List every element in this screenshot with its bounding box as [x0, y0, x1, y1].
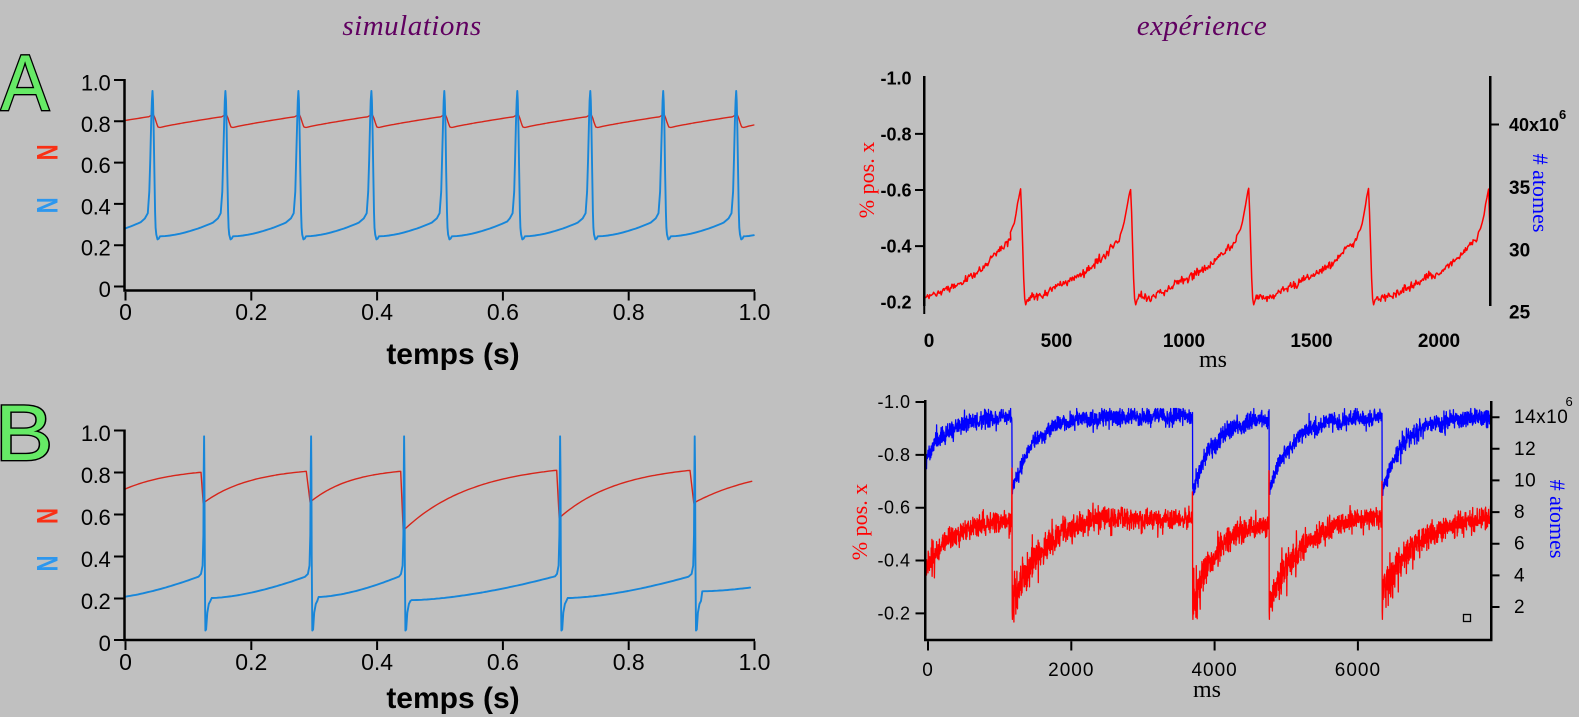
svg-text:temps (s): temps (s) — [386, 338, 519, 371]
svg-text:0.2: 0.2 — [81, 589, 111, 614]
svg-text:ms: ms — [1193, 677, 1221, 703]
svg-text:0: 0 — [99, 631, 111, 656]
svg-text:0.4: 0.4 — [361, 649, 393, 675]
svg-text:-0.2: -0.2 — [880, 293, 911, 313]
svg-text:0.2: 0.2 — [235, 299, 267, 325]
svg-text:# atomes: # atomes — [1528, 154, 1553, 233]
svg-text:-1.0: -1.0 — [880, 68, 911, 88]
svg-text:35: 35 — [1509, 178, 1531, 199]
svg-text:30: 30 — [1509, 241, 1530, 262]
svg-text:-0.8: -0.8 — [877, 445, 910, 465]
svg-text:6: 6 — [1514, 534, 1525, 555]
svg-text:1.0: 1.0 — [81, 421, 111, 446]
svg-text:40x10: 40x10 — [1509, 115, 1559, 135]
svg-text:N: N — [30, 144, 64, 160]
svg-text:0: 0 — [99, 277, 111, 302]
svg-text:0.8: 0.8 — [81, 463, 111, 488]
svg-text:0: 0 — [119, 299, 132, 325]
svg-text:N: N — [30, 555, 64, 571]
svg-text:% pos. x: % pos. x — [847, 484, 872, 560]
svg-text:2000: 2000 — [1418, 331, 1460, 352]
svg-text:B: B — [0, 388, 53, 477]
svg-text:14x10: 14x10 — [1514, 407, 1568, 428]
svg-text:2: 2 — [1514, 597, 1525, 618]
svg-text:0.8: 0.8 — [81, 112, 111, 137]
svg-text:1.0: 1.0 — [739, 649, 771, 675]
svg-text:-0.2: -0.2 — [877, 603, 910, 623]
svg-text:-0.6: -0.6 — [877, 498, 910, 518]
svg-text:12: 12 — [1514, 439, 1536, 460]
svg-text:1.0: 1.0 — [739, 299, 771, 325]
svg-text:-0.4: -0.4 — [880, 237, 911, 257]
svg-text:4: 4 — [1514, 565, 1525, 586]
svg-text:2000: 2000 — [1048, 660, 1094, 681]
svg-text:0.6: 0.6 — [487, 649, 519, 675]
svg-text:6: 6 — [1566, 394, 1573, 409]
svg-text:-0.4: -0.4 — [877, 551, 910, 571]
svg-text:8: 8 — [1514, 502, 1525, 523]
svg-text:A: A — [1, 38, 49, 127]
svg-text:-0.6: -0.6 — [880, 181, 911, 201]
svg-text:-1.0: -1.0 — [877, 392, 910, 412]
svg-text:0.6: 0.6 — [81, 153, 111, 178]
svg-text:0.4: 0.4 — [81, 194, 111, 219]
svg-text:4000: 4000 — [1191, 660, 1237, 681]
svg-text:25: 25 — [1509, 303, 1531, 324]
svg-text:6: 6 — [1559, 107, 1566, 122]
svg-text:0.6: 0.6 — [487, 299, 519, 325]
svg-text:ms: ms — [1199, 347, 1227, 373]
svg-text:0.4: 0.4 — [361, 299, 393, 325]
svg-text:0.4: 0.4 — [81, 547, 111, 572]
svg-text:expérience: expérience — [1137, 10, 1268, 42]
svg-text:0.2: 0.2 — [235, 649, 267, 675]
svg-text:1500: 1500 — [1290, 331, 1332, 352]
svg-text:N: N — [30, 197, 64, 213]
svg-text:% pos. x: % pos. x — [854, 142, 879, 218]
svg-text:1.0: 1.0 — [81, 71, 111, 96]
svg-text:0.6: 0.6 — [81, 505, 111, 530]
svg-text:0: 0 — [119, 649, 132, 675]
svg-text:10: 10 — [1514, 470, 1536, 491]
svg-text:# atomes: # atomes — [1545, 480, 1570, 559]
svg-text:500: 500 — [1041, 331, 1073, 352]
svg-text:-0.8: -0.8 — [880, 124, 911, 144]
svg-text:6000: 6000 — [1335, 660, 1381, 681]
svg-text:0.2: 0.2 — [81, 236, 111, 261]
svg-text:0.8: 0.8 — [613, 299, 645, 325]
svg-text:temps (s): temps (s) — [386, 682, 519, 715]
svg-text:0: 0 — [924, 331, 935, 352]
svg-text:1000: 1000 — [1163, 331, 1205, 352]
svg-text:0.8: 0.8 — [613, 649, 645, 675]
svg-text:simulations: simulations — [342, 10, 481, 42]
svg-text:0: 0 — [922, 660, 934, 681]
svg-text:N: N — [30, 508, 64, 524]
